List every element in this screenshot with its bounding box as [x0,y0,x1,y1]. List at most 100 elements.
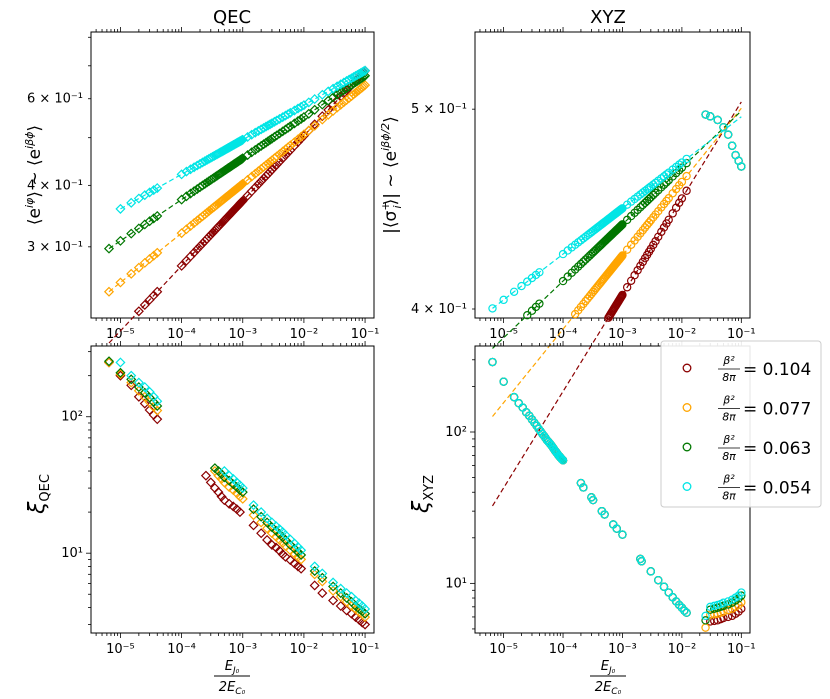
qec-bottom-point [219,472,230,483]
xyz-bottom-point [558,456,568,465]
qec-bottom-panel: 10⁻⁵ 10⁻⁴ 10⁻³ 10⁻² 10⁻¹ 10¹ 10² [61,341,379,657]
qec-bottom-xtick-label: 10⁻⁴ [167,642,196,657]
qec-bottom-point [360,603,371,615]
xyz-bottom-point [618,530,627,539]
xyz-top-point [633,192,642,201]
qec-top-point [144,253,155,265]
qec-top-point [328,92,339,103]
qec-top-point [274,149,285,160]
qec-top-xtick-label: 10⁻⁵ [106,327,135,342]
qec-top-point [148,250,159,261]
xyz-bottom-point [701,623,710,632]
xyz-top-point [646,193,656,202]
xyz-top-series-0.104 [491,101,742,507]
qec-bottom-point [115,357,126,368]
qec-top-point [176,260,187,271]
xyz-top-point [558,276,568,286]
qec-bottom-point [237,487,248,498]
xyz-bottom-xtick-label: 10⁻² [668,642,697,657]
legend-frac-top: β² [722,433,735,446]
xyz-bottom-point [612,524,621,533]
qec-top-point [256,176,267,187]
qec-top-point [296,101,307,112]
xyz-top-point [682,171,691,181]
xyz-top-point [618,220,627,229]
qec-top-panel: 10⁻⁵ 10⁻⁴ 10⁻³ 10⁻² 10⁻¹ 3 × 10⁻¹ 4 × 10⁻¹ 6 × … [27,27,379,344]
xyz-top-xtick-label: 10⁻³ [608,327,637,342]
qec-bottom-point [139,382,150,393]
qec-top-point [282,122,294,133]
xyz-top-point [576,259,586,269]
qec-top-point [274,113,285,124]
qec-top-point [292,134,304,145]
legend: β² 8π = 0.104 β² 8π = 0.077 β² 8π = 0.063 β² 8π = 0… [660,340,822,508]
qec-bottom-point [133,385,144,396]
qec-top-point [269,162,280,173]
qec-top-ytick-label: 3 × 10⁻¹ [27,240,83,255]
qec-bottom-point [152,400,163,411]
qec-bottom-point [126,374,137,385]
qec-top-point [181,224,192,235]
qec-top-xtick-label: 10⁻⁴ [167,327,196,342]
qec-top-point [309,104,320,115]
qec-bottom-point [237,483,248,494]
qec-bottom-point [256,528,267,539]
qec-top-point [285,121,296,132]
qec-bottom-point [256,507,267,518]
xyz-top-xtick-label: 10⁻² [668,327,697,342]
qec-top-point [176,194,187,205]
qec-top-point [144,216,155,227]
qec-bottom-point [139,387,150,398]
qec-top-point [185,164,196,175]
qec-top-point [332,81,343,92]
qec-top-point [192,215,203,226]
qec-bottom-point [317,576,328,587]
xyz-top-point [618,251,627,260]
ylabel-xyz-bottom: ξXYZ [409,475,437,514]
xyz-top-point [509,287,519,296]
qec-top-point [152,183,163,194]
qec-top-point [317,114,328,125]
qec-top-point [199,156,210,167]
legend-value: = 0.063 [743,439,811,459]
qec-top-point [152,247,163,258]
xyz-top-point [638,226,648,235]
xyz-bottom-point [701,611,710,621]
qec-bottom-point [200,470,211,481]
qec-top-point [260,121,272,132]
qec-top-point [181,166,192,177]
qec-bottom-point [280,534,291,546]
xyz-top-point [723,130,733,139]
qec-bottom-point [248,500,259,511]
qec-top-point [292,116,304,127]
qec-top-point [194,241,206,252]
qec-bottom-point [262,534,273,546]
xyz-bottom-xtick-label: 10⁻¹ [727,642,756,657]
qec-bottom-xtick-label: 10⁻⁵ [106,642,135,657]
qec-top-point [246,147,257,158]
qec-bottom-point [152,414,163,425]
xyz-bottom-ytick-label: 10² [445,425,467,440]
xyz-top-point [636,203,645,212]
qec-top-point [271,115,282,126]
qec-top-point [126,228,137,239]
xyz-top-ytick-label: 5 × 10⁻¹ [411,102,467,117]
qec-top-point [332,89,343,100]
xyz-bottom-point [557,455,567,464]
qec-bottom-point [328,595,339,606]
xyz-bottom-point [706,602,715,612]
xyz-top-point [644,218,654,227]
xyz-top-xtick-label: 10⁻⁵ [489,327,518,342]
xyz-top-point [701,110,710,119]
qec-bottom-point [237,493,248,504]
qec-bottom-point [335,600,346,612]
qec-top-point [335,87,346,98]
legend-entry: β² 8π = 0.077 [682,394,811,424]
qec-bottom-point [219,465,230,477]
xyz-top-point [618,290,627,300]
qec-bottom-frame [90,345,375,634]
qec-top-point [250,168,261,179]
qec-top-point [346,91,357,102]
qec-top-point [346,73,357,84]
